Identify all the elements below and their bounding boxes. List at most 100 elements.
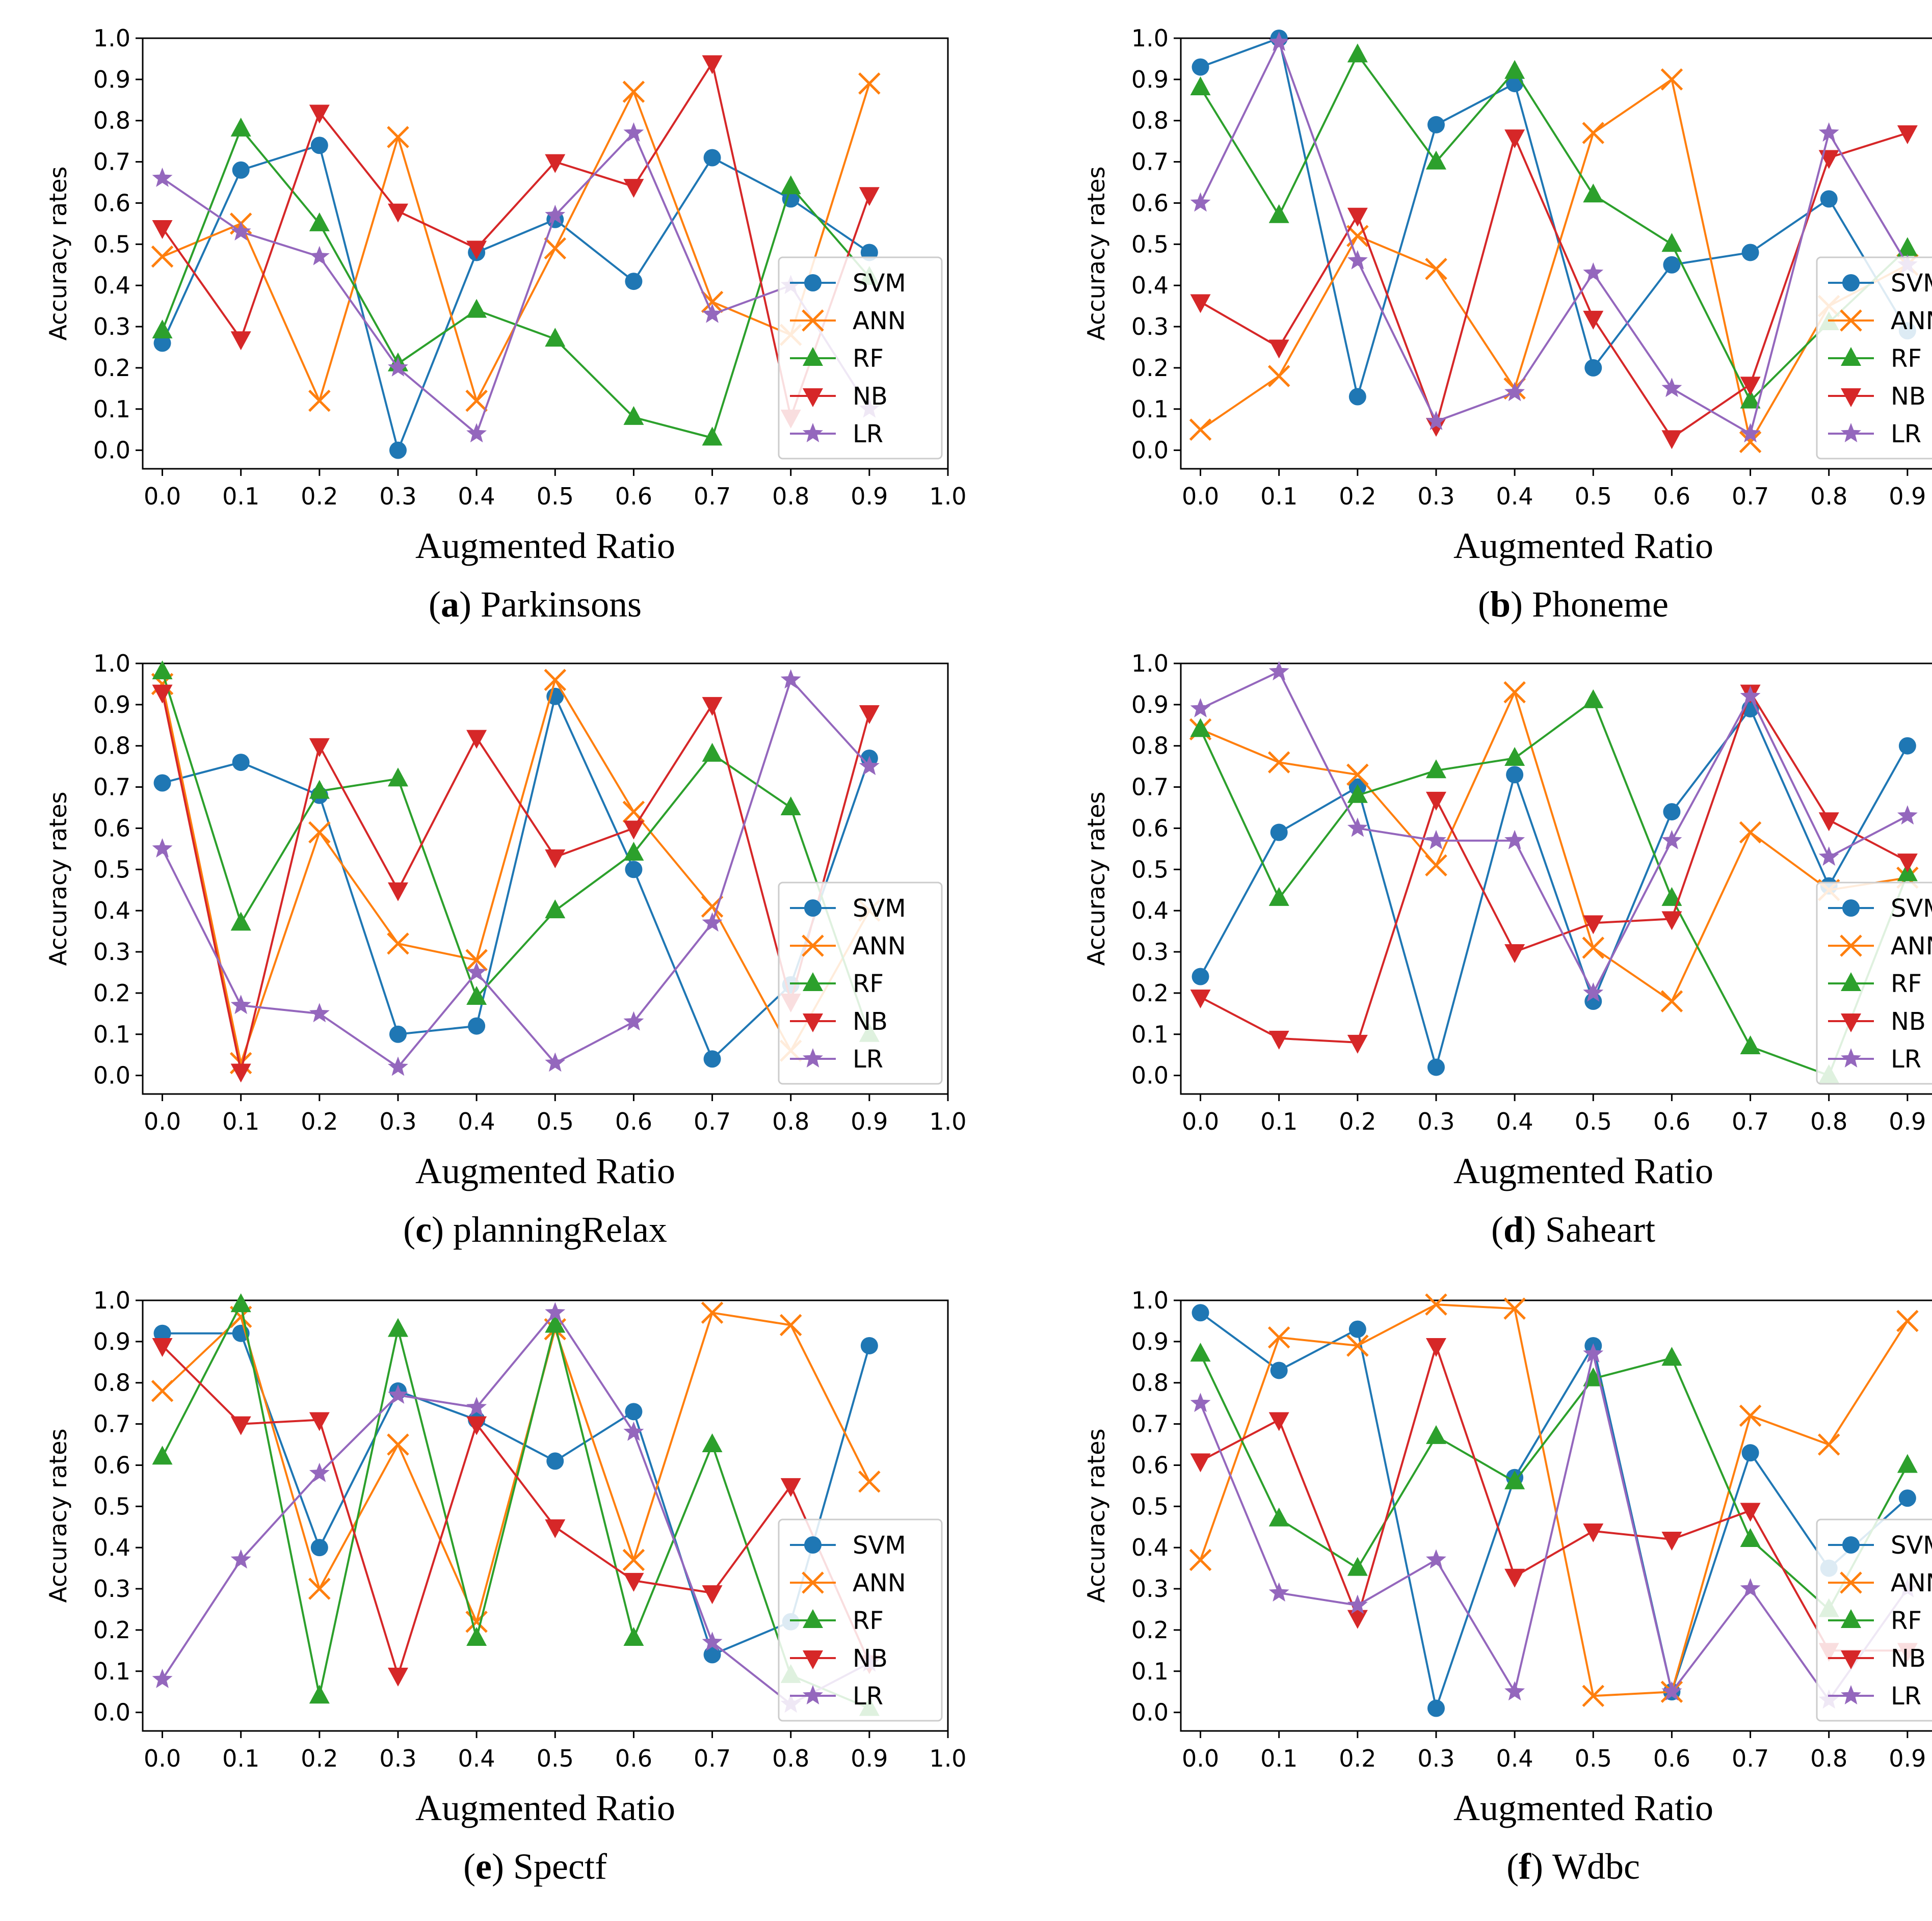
data-point-lr: [1740, 685, 1761, 705]
data-point-nb: [1661, 430, 1682, 449]
x-tick-label: 0.0: [144, 483, 181, 510]
data-point-ann-stroke-b: [1425, 1293, 1447, 1316]
data-point-lr: [466, 423, 487, 443]
legend-box: [778, 1518, 943, 1722]
data-point-nb: [152, 1338, 173, 1357]
data-point-nb: [1190, 1453, 1211, 1473]
data-point-lr: [1426, 1549, 1446, 1569]
data-point-ann-stroke-b: [1267, 1326, 1290, 1349]
data-point-rf: [1190, 1343, 1211, 1362]
data-point-nb: [1268, 1412, 1289, 1431]
data-point-svm: [310, 137, 328, 154]
data-point-ann: [1896, 1310, 1919, 1332]
x-tick-label: 0.4: [1496, 483, 1533, 510]
y-tick-label: 0.5: [93, 1492, 130, 1520]
legend-marker-ann: [1840, 935, 1862, 957]
data-point-lr: [1268, 661, 1289, 681]
x-tick-label: 0.5: [1575, 483, 1612, 510]
y-tick-label: 0.6: [1131, 814, 1169, 842]
legend-marker-rf: [1841, 347, 1861, 366]
y-tick-label: 0.8: [93, 732, 130, 760]
legend-marker-ann: [802, 1571, 824, 1594]
legend-marker-rf: [803, 347, 823, 366]
x-tick-label: 0.0: [1182, 1745, 1219, 1772]
y-tick-label: 1.0: [1131, 650, 1169, 677]
y-tick-label: 0.0: [1131, 437, 1169, 464]
caption-open-paren: (: [463, 1846, 475, 1887]
panel-caption: (e) Spectf: [463, 1846, 607, 1887]
x-axis-title: Augmented Ratio: [1453, 1787, 1713, 1828]
y-tick-label: 0.4: [93, 1534, 130, 1561]
data-point-svm: [625, 1403, 643, 1421]
x-tick-label: 0.2: [1339, 1108, 1376, 1135]
data-point-lr: [702, 912, 723, 932]
data-point-rf: [1268, 1507, 1289, 1527]
legend-marker-nb: [1841, 1013, 1861, 1032]
legend-label-ann: ANN: [853, 1569, 906, 1597]
data-point-ann: [465, 389, 488, 412]
series-line-lr: [1200, 671, 1908, 994]
data-point-rf: [1897, 1454, 1918, 1473]
data-point-svm: [860, 1337, 878, 1354]
x-tick-label: 0.4: [1496, 1108, 1533, 1135]
x-tick-label: 0.4: [458, 483, 495, 510]
y-tick-label: 0.0: [1131, 1699, 1169, 1726]
legend-label-nb: NB: [1891, 1007, 1926, 1036]
data-point-lr: [388, 357, 408, 377]
data-point-nb: [1897, 853, 1918, 873]
x-tick-label: 0.7: [1732, 1108, 1769, 1135]
y-tick-label: 0.7: [93, 773, 130, 801]
caption-dataset-name: Wdbc: [1552, 1846, 1640, 1887]
y-tick-label: 0.7: [1131, 1410, 1169, 1438]
y-tick-label: 0.8: [93, 1369, 130, 1397]
y-tick-label: 0.4: [93, 897, 130, 924]
data-point-svm: [232, 161, 250, 179]
data-point-ann-stroke-b: [701, 1301, 724, 1324]
data-point-ann-stroke-b: [544, 237, 567, 260]
data-point-ann-stroke-b: [1503, 1297, 1526, 1320]
data-point-ann-stroke-b: [779, 1314, 802, 1337]
data-point-rf: [309, 780, 330, 799]
series-line-svm: [1200, 1312, 1909, 1710]
data-point-rf: [623, 406, 644, 425]
data-point-svm: [232, 754, 250, 771]
data-point-svm: [1192, 58, 1209, 76]
x-tick-label: 0.3: [379, 483, 416, 510]
data-point-ann: [1346, 763, 1369, 786]
data-point-ann-stroke-b: [308, 389, 331, 412]
data-point-lr: [230, 1549, 251, 1569]
series-line-svm: [161, 144, 870, 451]
data-point-lr: [623, 1011, 644, 1031]
data-point-rf: [152, 1446, 173, 1465]
y-tick-label: 0.1: [93, 1658, 130, 1685]
data-point-ann: [1503, 681, 1526, 704]
legend-label-rf: RF: [853, 1607, 884, 1635]
data-point-nb: [623, 179, 644, 198]
y-tick-label: 0.4: [93, 272, 130, 299]
data-point-rf: [230, 117, 251, 137]
x-tick-label: 0.4: [458, 1745, 495, 1772]
data-point-nb: [152, 220, 173, 239]
data-point-ann-stroke-b: [387, 126, 409, 148]
data-point-ann: [858, 1471, 881, 1493]
x-tick-label: 0.8: [772, 1745, 809, 1772]
legend: SVM ANN RF NB LR: [1816, 256, 1932, 460]
caption-letter: e: [475, 1846, 492, 1887]
series-line-nb: [162, 1345, 870, 1676]
data-point-nb: [466, 1416, 487, 1435]
caption-close-paren: ): [432, 1209, 444, 1250]
legend-label-lr: LR: [1891, 1682, 1921, 1711]
data-point-ann-stroke-b: [544, 669, 567, 691]
data-point-rf: [466, 985, 487, 1005]
data-point-svm: [625, 861, 643, 878]
data-point-lr: [309, 1462, 330, 1482]
data-point-rf: [1347, 1557, 1368, 1576]
x-tick-label: 0.3: [379, 1745, 416, 1772]
x-tick-label: 0.5: [537, 483, 574, 510]
y-tick-label: 0.3: [1131, 1575, 1169, 1603]
series-line-rf: [161, 1303, 870, 1710]
legend-label-nb: NB: [1891, 382, 1926, 411]
data-point-ann-stroke-b: [1267, 365, 1290, 387]
caption-close-paren: ): [492, 1846, 504, 1887]
x-tick-label: 0.1: [222, 1108, 259, 1135]
